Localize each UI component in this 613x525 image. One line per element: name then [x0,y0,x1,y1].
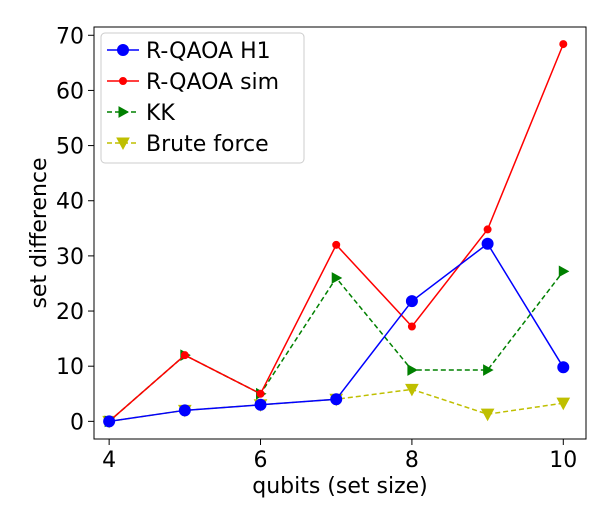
x-axis-label: qubits (set size) [252,474,428,499]
data-point [558,265,570,278]
data-point [483,225,492,234]
data-point [480,408,495,422]
x-tick-label: 4 [102,448,116,473]
x-tick-label: 8 [405,448,419,473]
legend-marker [118,106,130,118]
legend-label: R-QAOA H1 [146,39,271,64]
series-layer [102,40,571,429]
x-tick-label: 6 [254,448,268,473]
data-point [330,393,343,406]
y-tick-label: 0 [70,410,84,435]
legend-marker [117,44,129,56]
data-point [559,40,568,49]
axis-ticks: 4 6 8 10 0 10 20 30 40 50 60 70 [56,24,577,473]
data-point [178,404,191,417]
plot-frame [93,26,587,440]
data-point [254,398,267,411]
x-tick-label: 10 [549,448,577,473]
data-point [407,322,416,331]
legend-marker [116,137,130,151]
y-tick-label: 60 [56,79,84,104]
y-tick-label: 20 [56,300,84,325]
data-point [405,295,418,308]
data-point [557,361,570,374]
series-3 [102,383,571,429]
data-point [407,364,418,376]
legend-label: KK [146,101,175,126]
y-tick-label: 70 [56,24,84,49]
y-tick-label: 40 [56,190,84,215]
y-tick-label: 30 [56,245,84,270]
data-point [103,415,116,428]
data-point [331,272,343,284]
data-point [256,389,265,398]
legend-box [100,32,305,164]
legend-label: R-QAOA sim [146,70,279,95]
data-point [481,237,494,250]
legend-label: Brute force [146,132,269,157]
series-0 [103,237,570,428]
data-point [556,397,571,411]
data-point [483,364,494,376]
legend-marker [119,77,127,85]
y-tick-label: 10 [56,355,84,380]
y-axis-label: set difference [27,157,52,308]
y-tick-label: 50 [56,135,84,160]
data-point [332,240,341,249]
data-point [405,383,419,397]
data-point [180,351,189,360]
legend: R-QAOA H1 R-QAOA sim KK Brute force [100,32,305,164]
